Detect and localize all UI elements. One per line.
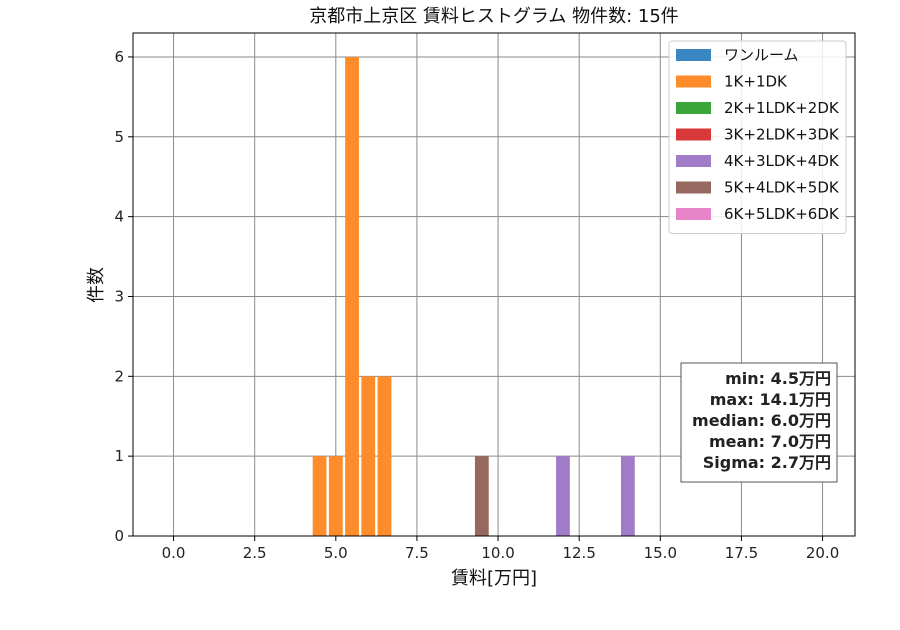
x-tick-label: 20.0 [806,544,839,562]
stats-line: min: 4.5万円 [725,369,831,388]
histogram-bar [377,376,392,536]
y-tick-label: 4 [114,208,124,226]
legend-label: 5K+4LDK+5DK [724,179,840,197]
stats-frame [680,362,838,483]
legend-label: 3K+2LDK+3DK [724,126,840,144]
legend-label: 2K+1LDK+2DK [724,99,840,117]
stats-box: min: 4.5万円 max: 14.1万円 median: 6.0万円 mean: … [680,362,838,483]
y-tick-label: 0 [114,527,124,545]
legend-frame [668,40,847,234]
x-tick-label: 2.5 [243,544,267,562]
histogram-bar [361,376,376,536]
legend-swatch [676,128,711,141]
bars [312,56,635,536]
legend-swatch [676,155,711,167]
legend: ワンルーム 1K+1DK 2K+1LDK+2DK 3K+2LDK+3DK 4K+3LDK… [668,40,847,234]
histogram-bar [328,456,343,536]
stats-line: mean: 7.0万円 [709,432,831,451]
x-tick-label: 5.0 [324,544,348,562]
stats-line: max: 14.1万円 [710,390,831,409]
x-tick-label: 7.5 [405,544,429,562]
legend-label: ワンルーム [724,46,799,64]
legend-label: 6K+5LDK+6DK [724,205,840,223]
y-tick-label: 5 [114,128,124,146]
y-tick-label: 6 [114,48,124,66]
legend-label: 4K+3LDK+4DK [724,152,840,170]
legend-swatch [676,208,711,220]
stats-line: median: 6.0万円 [692,411,831,430]
plot-frame [132,32,856,537]
x-axis-title: 賃料[万円] [451,568,537,589]
legend-swatch [676,75,711,88]
x-tick-label: 0.0 [162,544,186,562]
x-tick-label: 17.5 [725,544,758,562]
y-tick-label: 3 [114,287,124,305]
legend-label: 1K+1DK [724,73,788,91]
legend-swatch [676,102,711,114]
histogram-bar [345,56,359,536]
legend-swatch [676,181,711,194]
histogram-bar [620,456,635,536]
histogram-bar [556,456,570,536]
y-tick-label: 1 [114,447,124,465]
axis-ticks: 0.0 2.5 5.0 7.5 10.0 12.5 15.0 17.5 20.0 0 1 2 3 4 5 6 [114,48,839,562]
x-tick-label: 12.5 [562,544,595,562]
x-tick-label: 10.0 [481,544,514,562]
histogram-bar [474,456,489,536]
y-axis-title: 件数 [86,267,107,303]
stats-line: Sigma: 2.7万円 [703,453,831,472]
legend-swatch [676,49,711,61]
chart-title: 京都市上京区 賃料ヒストグラム 物件数: 15件 [309,6,679,27]
histogram-bar [312,456,327,536]
x-tick-label: 15.0 [644,544,677,562]
y-tick-label: 2 [114,367,124,385]
